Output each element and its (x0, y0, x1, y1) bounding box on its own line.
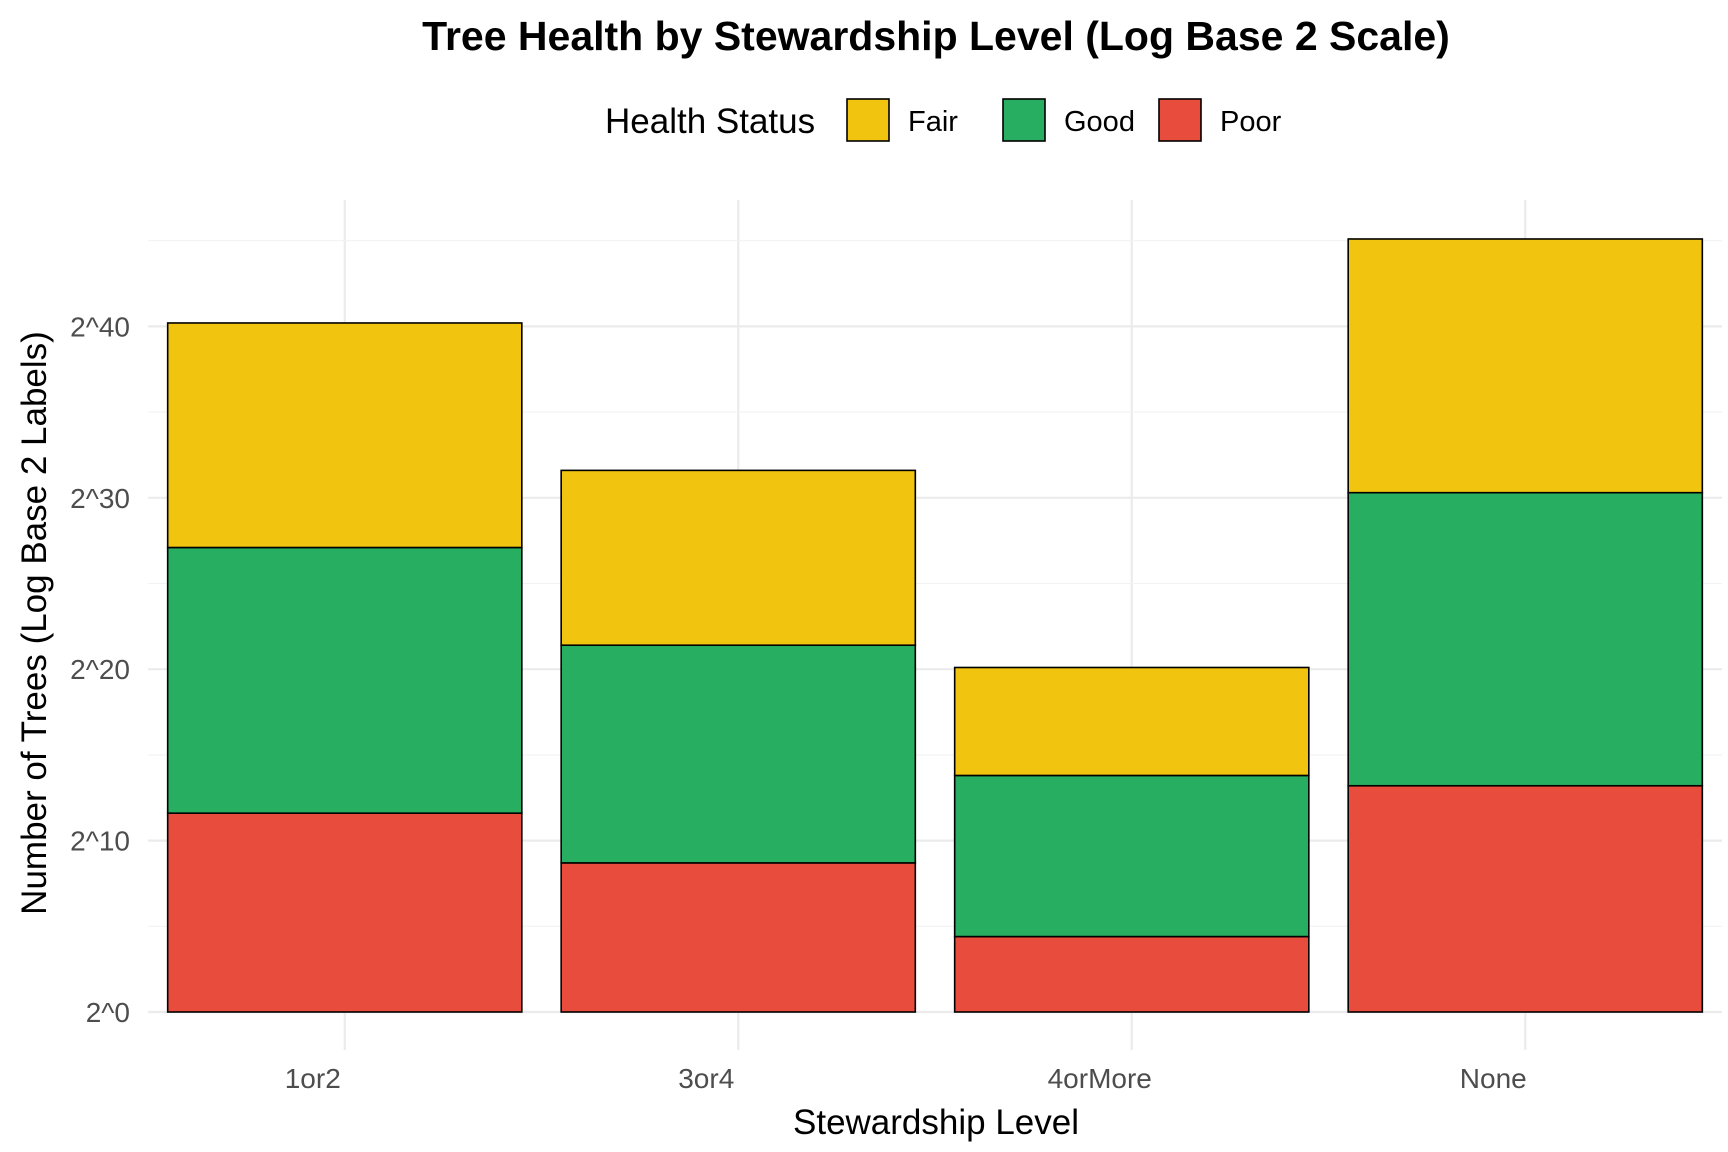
legend-title: Health Status (605, 102, 815, 141)
bar-None-good (1347, 491, 1704, 787)
x-axis-ticks: 1or2 3or4 4orMore None (285, 1063, 1527, 1094)
x-tick-label: 3or4 (678, 1063, 734, 1094)
bar-3or4-fair (560, 469, 917, 647)
bars (166, 238, 1704, 1013)
bar-3or4-good (560, 644, 917, 864)
y-tick-label: 2^30 (70, 483, 130, 514)
y-axis-ticks: 2^0 2^10 2^20 2^30 2^40 (70, 311, 130, 1028)
bar-4orMore-fair (953, 666, 1310, 777)
x-tick-label: None (1460, 1063, 1527, 1094)
chart-title: Tree Health by Stewardship Level (Log Ba… (422, 13, 1450, 59)
y-tick-label: 2^0 (86, 997, 130, 1028)
bar-3or4-poor (560, 862, 917, 1013)
legend-label-fair: Fair (908, 106, 958, 138)
bar-None-poor (1347, 784, 1704, 1013)
bar-1or2-good (166, 546, 523, 814)
legend-swatch-fair (846, 98, 890, 142)
legend-label-poor: Poor (1220, 106, 1282, 138)
legend-swatch-poor (1158, 98, 1202, 142)
bar-1or2-poor (166, 812, 523, 1013)
y-tick-label: 2^10 (70, 826, 130, 857)
legend: Health Status Fair Good Poor (605, 98, 1282, 142)
y-tick-label: 2^20 (70, 654, 130, 685)
y-tick-label: 2^40 (70, 311, 130, 342)
x-axis-title: Stewardship Level (793, 1103, 1079, 1142)
bar-None-fair (1347, 238, 1704, 494)
x-tick-label: 4orMore (1048, 1063, 1152, 1094)
x-tick-label: 1or2 (285, 1063, 341, 1094)
bar-4orMore-poor (953, 935, 1310, 1013)
bar-4orMore-good (953, 774, 1310, 938)
legend-swatch-good (1002, 98, 1046, 142)
y-axis-title: Number of Trees (Log Base 2 Labels) (15, 331, 54, 915)
legend-label-good: Good (1064, 106, 1135, 138)
bar-1or2-fair (166, 322, 523, 549)
